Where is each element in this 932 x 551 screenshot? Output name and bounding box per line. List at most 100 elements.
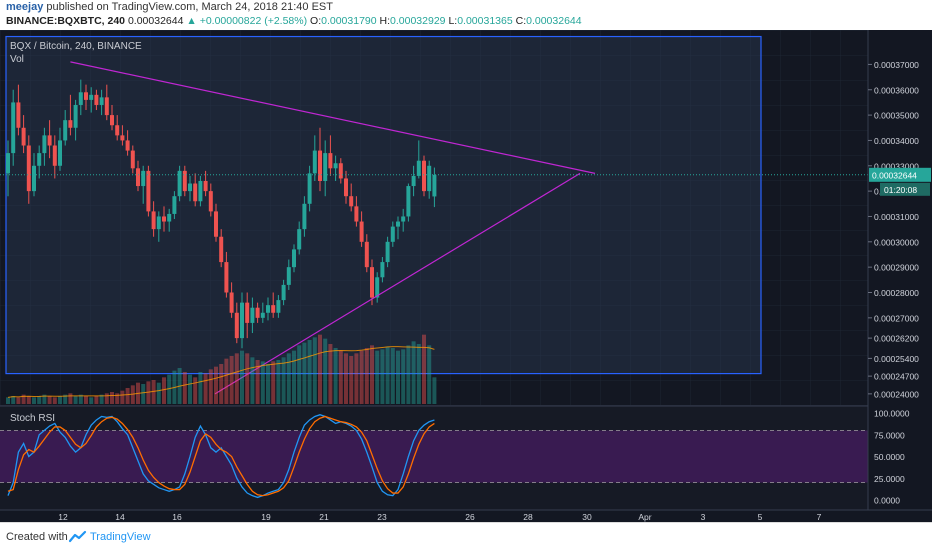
published-text: published on TradingView.com, March 24, … <box>46 1 333 13</box>
candle-body <box>94 94 99 105</box>
candle-body <box>110 115 114 126</box>
volume-bar <box>32 397 36 404</box>
footer: Created with TradingView <box>0 522 932 551</box>
price-pane[interactable] <box>0 35 868 395</box>
volume-bar <box>68 393 73 404</box>
candle-body <box>422 160 426 192</box>
stoch-rsi-pane[interactable] <box>0 406 868 510</box>
candle-body <box>130 150 135 169</box>
countdown-tag-label: 01:20:08 <box>884 185 917 195</box>
volume-bar <box>411 341 416 404</box>
candle-body <box>344 178 348 197</box>
time-tick-label: 19 <box>261 512 271 522</box>
volume-bar <box>47 396 52 404</box>
candle-body <box>37 153 42 166</box>
volume-bar <box>52 397 57 404</box>
candle-body <box>380 262 385 278</box>
price-tick-label: 0.00024000 <box>874 389 919 399</box>
price-tick-label: 0.00025400 <box>874 354 919 364</box>
high-value: 0.00032929 <box>390 15 446 27</box>
volume-bar <box>120 390 125 404</box>
volume-bar <box>271 361 276 404</box>
price-tick-label: 0.00028000 <box>874 288 919 298</box>
volume-bar <box>266 364 270 404</box>
low-label: L: <box>448 15 458 27</box>
change-value: +0.00000822 (+2.58%) <box>199 15 308 27</box>
candle-body <box>276 300 281 313</box>
tradingview-brand-link[interactable]: TradingView <box>90 531 151 543</box>
volume-bar <box>94 396 99 404</box>
candle-body <box>364 241 369 268</box>
candle-body <box>302 203 307 230</box>
stoch-tick-label: 50.0000 <box>874 452 905 462</box>
volume-bar <box>240 350 244 404</box>
volume-bar <box>26 396 31 404</box>
last-price-tag <box>869 167 931 182</box>
publication-line: meejay published on TradingView.com, Mar… <box>6 1 333 13</box>
candle-body <box>349 196 354 207</box>
price-tick-label: 0.00029000 <box>874 263 919 273</box>
candle-body <box>286 267 291 285</box>
chart-area[interactable]: 0.00037000 0.00036000 0.00035000 0.00034000… <box>0 30 932 522</box>
candle-body <box>141 170 146 187</box>
candle-body <box>115 125 120 136</box>
candle-body <box>104 97 109 116</box>
volume-bar <box>359 350 364 404</box>
volume-bar <box>99 394 104 404</box>
candle-body <box>193 183 198 202</box>
candle-body <box>390 226 395 242</box>
volume-bar <box>323 338 328 404</box>
candle-body <box>292 249 296 268</box>
candle-body <box>229 292 234 313</box>
volume-bar <box>188 374 192 404</box>
volume-bar <box>63 394 68 404</box>
volume-bar <box>318 334 322 404</box>
volume-bar <box>333 348 338 404</box>
volume-bar <box>370 345 374 404</box>
chart-title: BQX / Bitcoin, 240, BINANCE <box>10 41 142 52</box>
chart-svg[interactable]: 0.00037000 0.00036000 0.00035000 0.00034000… <box>0 30 932 522</box>
candle-body <box>328 153 333 169</box>
time-axis <box>0 510 932 522</box>
volume-bar <box>37 396 42 404</box>
close-label: C: <box>515 15 527 27</box>
volume-bar <box>203 373 208 404</box>
time-tick-label: 5 <box>758 512 763 522</box>
candle-body <box>250 307 255 323</box>
highlight-box <box>5 35 762 375</box>
candle-body <box>214 211 218 237</box>
time-tick-label: 23 <box>377 512 387 522</box>
volume-bar <box>250 357 255 404</box>
candle-body <box>260 312 265 318</box>
volume-bar <box>198 372 203 404</box>
stoch-rsi-label: Stoch RSI <box>10 413 55 424</box>
time-tick-label: 26 <box>465 512 475 522</box>
volume-bar <box>193 377 198 404</box>
time-tick-label: 28 <box>523 512 533 522</box>
candle-body <box>266 305 270 313</box>
volume-bar <box>6 397 10 404</box>
candle-body <box>58 140 62 166</box>
volume-bar <box>151 380 156 404</box>
volume-bar <box>401 349 406 404</box>
volume-bar <box>156 382 161 404</box>
price-tick-label: 0.00031000 <box>874 212 919 222</box>
volume-bar <box>130 385 135 404</box>
volume-bar <box>162 377 166 404</box>
candle-body <box>32 165 36 192</box>
candle-body <box>26 145 31 192</box>
candle-body <box>411 175 416 187</box>
axes: 0.00037000 0.00036000 0.00035000 0.00034000… <box>0 30 932 522</box>
time-tick-label: 16 <box>172 512 182 522</box>
candle-body <box>177 170 182 197</box>
volume-bar <box>338 350 343 404</box>
author-link[interactable]: meejay <box>6 1 44 13</box>
candle-body <box>406 186 411 217</box>
candle-body <box>78 92 83 105</box>
volume-bar <box>375 350 380 404</box>
candle-body <box>255 307 260 318</box>
stoch-tick-label: 25.0000 <box>874 474 905 484</box>
last-price: 0.00032644 <box>127 15 184 27</box>
candle-body <box>318 150 322 181</box>
volume-bar <box>89 397 94 404</box>
